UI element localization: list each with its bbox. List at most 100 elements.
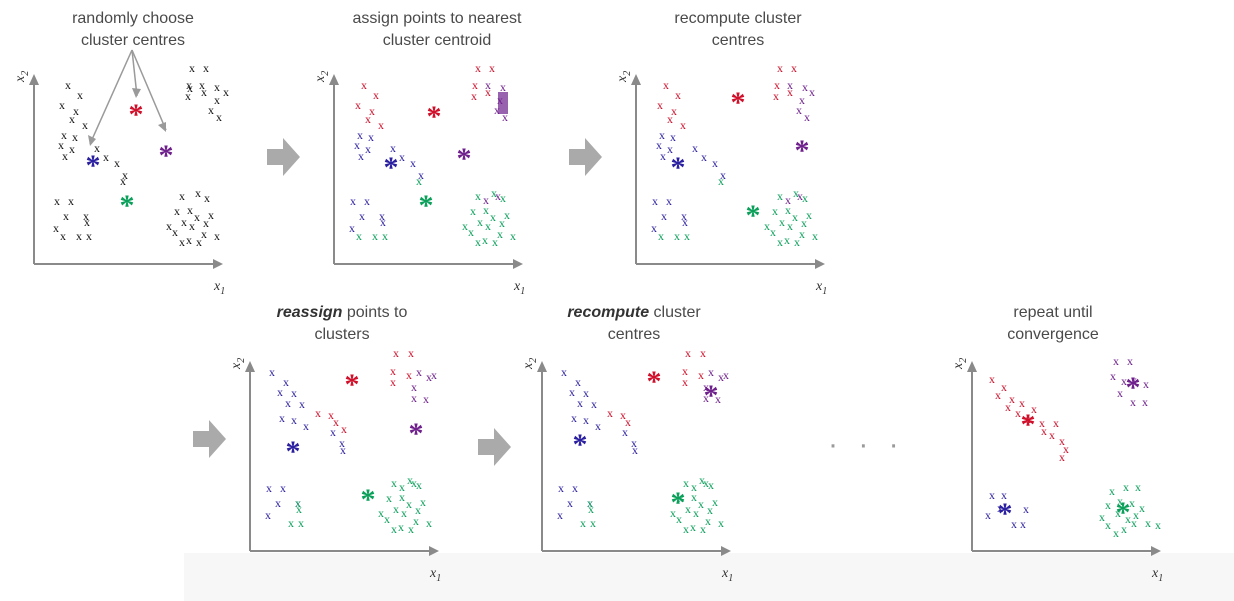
cross-marker-icon: x — [670, 130, 676, 144]
cross-marker-icon: x — [595, 419, 601, 433]
caption-line: centres — [711, 32, 765, 49]
cross-marker-icon: x — [1041, 424, 1047, 438]
cross-marker-icon: x — [359, 209, 365, 223]
cluster-points: x xx — [356, 229, 388, 243]
cross-marker-icon: x — [196, 235, 202, 249]
cross-marker-icon: x — [701, 150, 707, 164]
cross-marker-icon: x — [567, 496, 573, 510]
cross-marker-icon: x — [223, 85, 229, 99]
cross-marker-icon: x — [60, 229, 66, 243]
cross-marker-icon: x — [378, 506, 384, 520]
asterisk-icon: * — [795, 134, 810, 167]
cross-marker-icon: x — [705, 514, 711, 528]
cross-marker-icon: x — [181, 215, 187, 229]
cross-marker-icon: x — [995, 388, 1001, 402]
cross-marker-icon: x — [675, 88, 681, 102]
cross-marker-icon: x — [1053, 416, 1059, 430]
cross-marker-icon: x — [707, 503, 713, 517]
cross-marker-icon: x — [491, 186, 497, 200]
cross-marker-icon: x — [203, 216, 209, 230]
cross-marker-icon: x — [1133, 508, 1139, 522]
cross-marker-icon: x — [63, 209, 69, 223]
asterisk-icon: * — [1116, 496, 1131, 529]
cross-marker-icon: x — [787, 219, 793, 233]
cross-marker-icon: x — [58, 138, 64, 152]
cross-marker-icon: x — [777, 235, 783, 249]
cross-marker-icon: x — [199, 78, 205, 92]
cross-marker-icon: x — [266, 481, 272, 495]
cross-marker-icon: x — [358, 149, 364, 163]
cross-marker-icon: x — [625, 415, 631, 429]
cross-marker-icon: x — [1005, 400, 1011, 414]
y-axis-arrowhead — [537, 361, 547, 372]
cross-marker-icon: x — [1063, 442, 1069, 456]
cross-marker-icon: x — [390, 141, 396, 155]
cross-marker-icon: x — [65, 78, 71, 92]
cross-marker-icon: x — [288, 516, 294, 530]
cross-marker-icon: x — [84, 215, 90, 229]
cross-marker-icon: x — [720, 168, 726, 182]
cross-marker-icon: x — [791, 61, 797, 75]
asterisk-icon: * — [573, 428, 588, 461]
cross-marker-icon: x — [792, 210, 798, 224]
x-axis-label: x1 — [213, 279, 225, 297]
caption-line: repeat until — [1013, 304, 1093, 321]
cross-marker-icon: x — [73, 104, 79, 118]
cross-marker-icon: x — [670, 506, 676, 520]
cross-marker-icon: x — [764, 219, 770, 233]
cross-marker-icon: x — [277, 385, 283, 399]
cross-marker-icon: x — [1129, 496, 1135, 510]
cross-marker-icon: x — [356, 229, 362, 243]
cross-marker-icon: x — [1049, 428, 1055, 442]
cross-marker-icon: x — [471, 89, 477, 103]
cross-marker-icon: x — [406, 368, 412, 382]
caption-assign-points: assign points to nearest cluster centroi… — [317, 8, 557, 52]
cross-marker-icon: x — [415, 503, 421, 517]
y-axis-label: x2 — [313, 71, 331, 83]
cross-marker-icon: x — [989, 488, 995, 502]
asterisk-icon: * — [345, 368, 360, 401]
y-axis-arrowhead — [329, 74, 339, 85]
cross-marker-icon: x — [494, 103, 500, 117]
cross-marker-icon: x — [399, 490, 405, 504]
asterisk-icon: * — [86, 149, 101, 182]
cross-marker-icon: x — [1127, 354, 1133, 368]
asterisk-icon: * — [457, 142, 472, 175]
cross-marker-icon: x — [658, 229, 664, 243]
cross-marker-icon: x — [372, 229, 378, 243]
cross-marker-icon: x — [708, 478, 714, 492]
cross-marker-icon: x — [1105, 498, 1111, 512]
cross-marker-icon: x — [583, 413, 589, 427]
cross-marker-icon: x — [1115, 506, 1121, 520]
cross-marker-icon: x — [685, 502, 691, 516]
cross-marker-icon: x — [76, 229, 82, 243]
cross-marker-icon: x — [315, 406, 321, 420]
cross-marker-icon: x — [489, 61, 495, 75]
cross-marker-icon: x — [569, 385, 575, 399]
cross-marker-icon: x — [295, 496, 301, 510]
cross-marker-icon: x — [410, 156, 416, 170]
cross-marker-icon: x — [989, 372, 995, 386]
cross-marker-icon: x — [656, 138, 662, 152]
cluster-points: xxx xx xx x x xxx — [269, 365, 346, 457]
cross-marker-icon: x — [698, 497, 704, 511]
cross-marker-icon: x — [1139, 501, 1145, 515]
cross-marker-icon: x — [411, 380, 417, 394]
y-axis-arrowhead — [967, 361, 977, 372]
cross-marker-icon: x — [482, 233, 488, 247]
cross-marker-icon: x — [773, 89, 779, 103]
cross-marker-icon: x — [393, 346, 399, 360]
